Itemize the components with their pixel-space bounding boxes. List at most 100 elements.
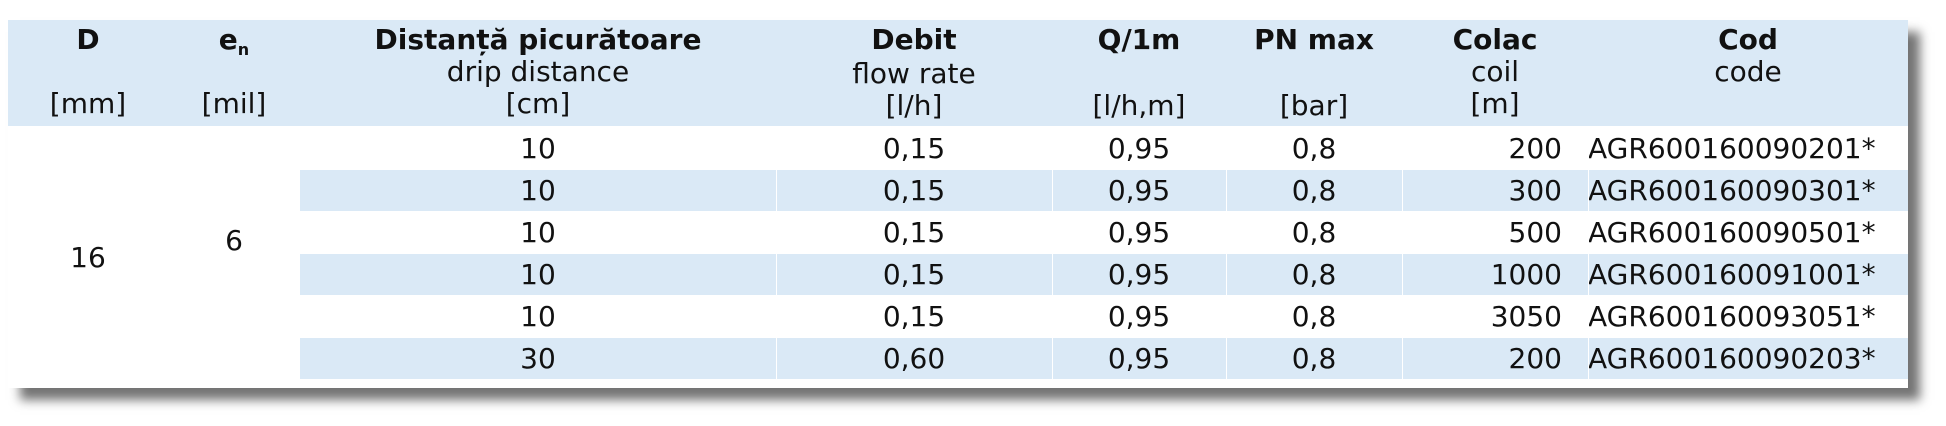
cell-q: 0,95	[1107, 216, 1171, 249]
header-coil-sub: coil	[1470, 55, 1520, 88]
header-q-title: Q/1m	[1097, 23, 1181, 56]
column-divider	[1226, 170, 1227, 211]
cell-q: 0,95	[1107, 132, 1171, 165]
header-distance-title: Distanță picurătoare	[374, 23, 702, 56]
cell-debit: 0,15	[882, 132, 946, 165]
header-debit-unit: [l/h]	[885, 89, 943, 122]
cell-distance: 10	[520, 258, 556, 291]
merged-d-value: 16	[70, 241, 106, 274]
cell-q: 0,95	[1107, 174, 1171, 207]
column-divider	[776, 338, 777, 379]
column-divider	[1402, 338, 1403, 379]
column-divider	[1052, 254, 1053, 295]
header-en: en [mil]	[168, 20, 300, 126]
cell-coil: 500	[1508, 216, 1562, 249]
column-divider	[776, 254, 777, 295]
cell-pn: 0,8	[1291, 174, 1337, 207]
cell-code: AGR600160090301*	[1588, 174, 1876, 207]
column-divider	[1402, 212, 1403, 253]
column-divider	[776, 128, 777, 169]
cell-coil: 3050	[1490, 300, 1562, 333]
header-distance-sub: drip distance	[446, 55, 630, 88]
header-debit-sub: flow rate	[852, 57, 976, 90]
header-debit-title: Debit	[871, 23, 957, 56]
header-code-sub: code	[1714, 55, 1782, 88]
cell-debit: 0,15	[882, 300, 946, 333]
cell-code: AGR600160091001*	[1588, 258, 1876, 291]
cell-coil: 1000	[1490, 258, 1562, 291]
column-divider	[1226, 128, 1227, 169]
header-en-unit: [mil]	[201, 87, 267, 120]
column-divider	[1402, 128, 1403, 169]
column-divider	[1402, 254, 1403, 295]
header-coil: Colac coil [m]	[1402, 20, 1588, 126]
column-divider	[1052, 128, 1053, 169]
column-divider	[1052, 212, 1053, 253]
header-pn-unit: [bar]	[1279, 89, 1349, 122]
table-row: 30 0,60 0,95 0,8 200 AGR600160090203*	[300, 338, 1908, 379]
header-en-title: en	[218, 23, 250, 60]
column-divider	[1588, 254, 1589, 295]
cell-coil: 300	[1508, 174, 1562, 207]
column-divider	[776, 212, 777, 253]
cell-debit: 0,15	[882, 216, 946, 249]
column-divider	[1588, 170, 1589, 211]
column-divider	[1588, 296, 1589, 337]
cell-pn: 0,8	[1291, 300, 1337, 333]
header-pn: PN max [bar]	[1226, 20, 1402, 126]
header-debit: Debit flow rate [l/h]	[776, 20, 1052, 126]
header-coil-unit: [m]	[1470, 87, 1520, 120]
header-code-title: Cod	[1718, 23, 1778, 56]
cell-code: AGR600160090201*	[1588, 132, 1876, 165]
cell-pn: 0,8	[1291, 342, 1337, 375]
table-row: 10 0,15 0,95 0,8 3050 AGR600160093051*	[300, 296, 1908, 337]
cell-distance: 10	[520, 174, 556, 207]
cell-pn: 0,8	[1291, 216, 1337, 249]
cell-debit: 0,15	[882, 258, 946, 291]
table-row: 10 0,15 0,95 0,8 500 AGR600160090501*	[300, 212, 1908, 253]
column-divider	[1402, 296, 1403, 337]
column-divider	[1052, 338, 1053, 379]
header-distance: Distanță picurătoare drip distance [cm]	[300, 20, 776, 126]
column-divider	[776, 296, 777, 337]
cell-distance: 10	[520, 216, 556, 249]
column-divider	[1226, 212, 1227, 253]
column-divider	[1226, 254, 1227, 295]
cell-coil: 200	[1508, 342, 1562, 375]
header-code: Cod code	[1588, 20, 1908, 126]
table-header: D [mm] en [mil] Distanță picurătoare dri…	[8, 20, 1908, 126]
column-divider	[776, 170, 777, 211]
header-q: Q/1m [l/h,m]	[1052, 20, 1226, 126]
column-divider	[1588, 128, 1589, 169]
column-divider	[1052, 170, 1053, 211]
cell-coil: 200	[1508, 132, 1562, 165]
merged-en-value: 6	[225, 224, 243, 257]
cell-code: AGR600160090203*	[1588, 342, 1876, 375]
column-divider	[1226, 296, 1227, 337]
cell-q: 0,95	[1107, 258, 1171, 291]
column-divider	[1588, 338, 1589, 379]
cell-code: AGR600160090501*	[1588, 216, 1876, 249]
column-divider	[1052, 296, 1053, 337]
header-distance-unit: [cm]	[505, 87, 571, 120]
header-q-unit: [l/h,m]	[1092, 89, 1186, 122]
table-row: 10 0,15 0,95 0,8 1000 AGR600160091001*	[300, 254, 1908, 295]
header-d-unit: [mm]	[49, 87, 127, 120]
cell-pn: 0,8	[1291, 258, 1337, 291]
column-divider	[1402, 170, 1403, 211]
header-d: D [mm]	[8, 20, 168, 126]
product-table: D [mm] en [mil] Distanță picurătoare dri…	[8, 20, 1908, 388]
header-coil-title: Colac	[1452, 23, 1538, 56]
table-row: 10 0,15 0,95 0,8 200 AGR600160090201*	[300, 128, 1908, 169]
column-divider	[1226, 338, 1227, 379]
cell-code: AGR600160093051*	[1588, 300, 1876, 333]
table-row: 10 0,15 0,95 0,8 300 AGR600160090301*	[300, 170, 1908, 211]
cell-q: 0,95	[1107, 342, 1171, 375]
cell-pn: 0,8	[1291, 132, 1337, 165]
cell-debit: 0,60	[882, 342, 946, 375]
cell-distance: 30	[520, 342, 556, 375]
header-pn-title: PN max	[1254, 23, 1374, 56]
cell-debit: 0,15	[882, 174, 946, 207]
cell-distance: 10	[520, 132, 556, 165]
column-divider	[1588, 212, 1589, 253]
